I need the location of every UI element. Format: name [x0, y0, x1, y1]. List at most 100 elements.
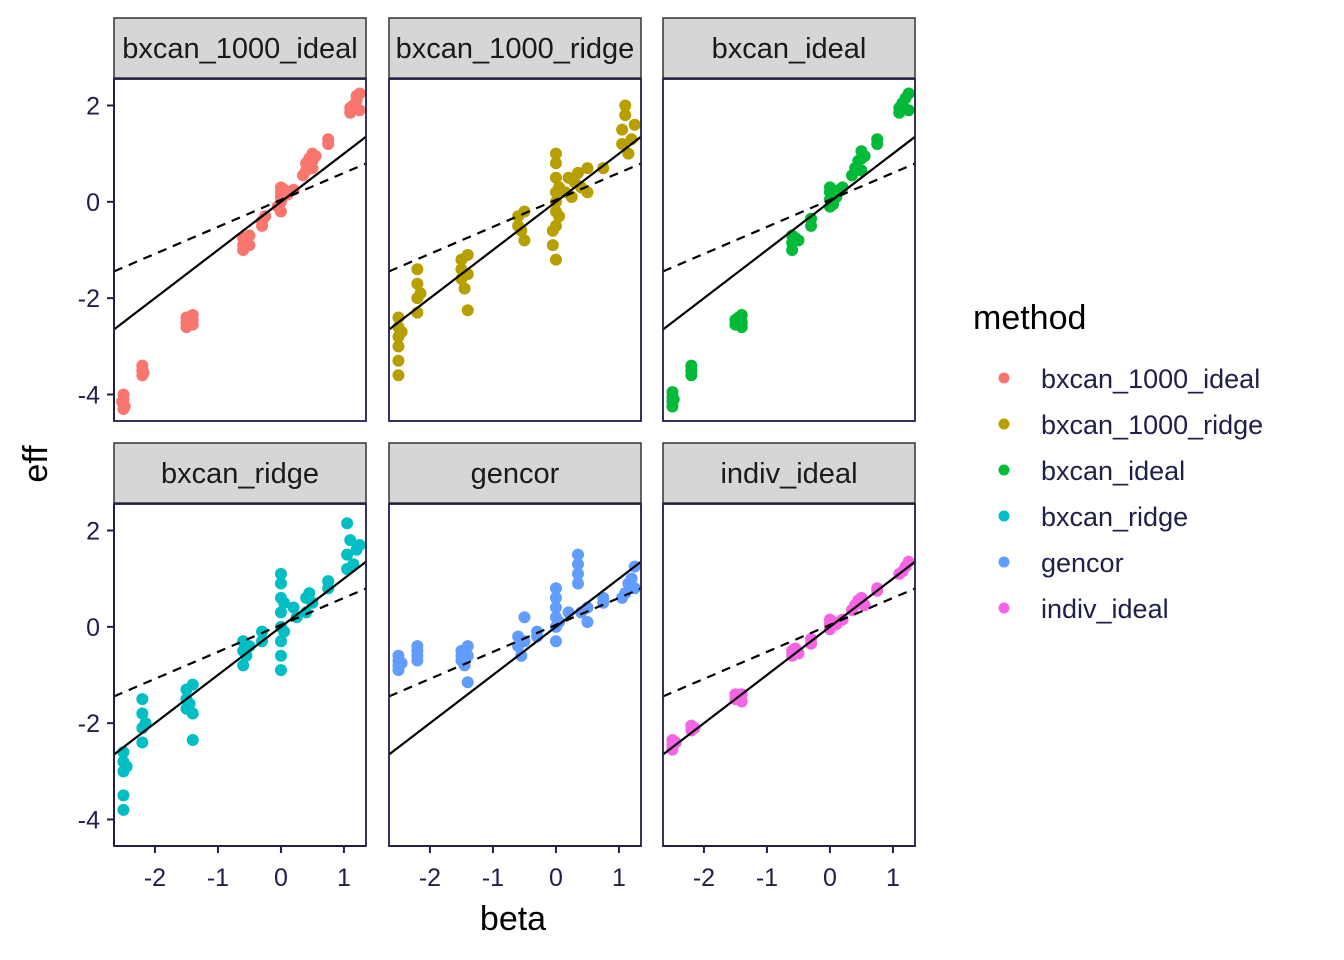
- data-point-bxcan_ridge: [287, 601, 300, 614]
- legend-label: gencor: [1041, 548, 1124, 578]
- data-point-bxcan_1000_ridge: [549, 171, 562, 184]
- fitted-dashed-line: [389, 587, 641, 698]
- data-point-bxcan_1000_ideal: [118, 400, 131, 413]
- facet-panel-bxcan_1000_ridge: bxcan_1000_ridge: [388, 17, 642, 422]
- x-tick-label: -2: [419, 864, 441, 892]
- facet-panel-bxcan_ridge: bxcan_ridge 2 0 -2 -4 -2 -1 0 1: [78, 442, 367, 892]
- data-point-bxcan_1000_ideal: [259, 210, 272, 223]
- data-point-gencor: [549, 601, 562, 614]
- data-point-bxcan_ridge: [341, 517, 354, 530]
- legend-item: bxcan_1000_ideal: [998, 364, 1260, 394]
- identity-reference-line: [114, 560, 366, 756]
- data-point-gencor: [549, 582, 562, 595]
- data-point-bxcan_ideal: [902, 104, 915, 117]
- data-point-bxcan_1000_ridge: [549, 147, 562, 160]
- facet-strip: gencor: [388, 442, 642, 504]
- data-point-bxcan_ridge: [136, 693, 149, 706]
- facet-strip-label: bxcan_ideal: [712, 33, 867, 65]
- legend-key-bxcan_ridge: [998, 510, 1010, 522]
- data-point-gencor: [549, 591, 562, 604]
- data-point-bxcan_1000_ridge: [392, 340, 405, 353]
- facet-strip-label: bxcan_1000_ideal: [122, 33, 357, 65]
- facet-strip: bxcan_ridge: [113, 442, 367, 504]
- data-point-bxcan_ridge: [256, 625, 269, 638]
- facet-strip-label: bxcan_ridge: [161, 458, 319, 490]
- legend-label: bxcan_1000_ridge: [1041, 410, 1263, 440]
- data-point-bxcan_1000_ridge: [549, 157, 562, 170]
- data-point-bxcan_1000_ridge: [395, 325, 408, 338]
- x-tick-label: 0: [549, 864, 563, 892]
- data-point-gencor: [461, 640, 474, 653]
- data-point-bxcan_ideal: [805, 219, 818, 232]
- legend-label: indiv_ideal: [1041, 594, 1169, 624]
- data-point-bxcan_1000_ridge: [628, 118, 641, 131]
- data-point-indiv_ideal: [688, 721, 701, 734]
- y-tick-label: -4: [78, 807, 100, 835]
- data-point-bxcan_ideal: [902, 87, 915, 100]
- x-tick-label: -2: [693, 864, 715, 892]
- data-point-bxcan_1000_ideal: [309, 150, 322, 163]
- y-axis-title: eff: [17, 445, 55, 483]
- data-point-gencor: [549, 635, 562, 648]
- x-axis-title: beta: [480, 900, 546, 938]
- data-point-bxcan_1000_ideal: [322, 133, 335, 146]
- data-point-bxcan_ridge: [278, 596, 291, 609]
- data-point-bxcan_1000_ridge: [622, 147, 635, 160]
- panel-background: [114, 504, 366, 846]
- data-point-bxcan_ridge: [237, 659, 250, 672]
- data-point-bxcan_1000_ridge: [619, 109, 632, 122]
- data-point-bxcan_1000_ridge: [616, 138, 629, 151]
- data-point-bxcan_ridge: [344, 534, 357, 547]
- identity-reference-line: [663, 560, 915, 756]
- identity-reference-line: [389, 135, 641, 331]
- data-point-bxcan_ridge: [136, 736, 149, 749]
- data-point-bxcan_ridge: [186, 734, 199, 747]
- legend-key-indiv_ideal: [998, 602, 1010, 614]
- data-point-gencor: [411, 654, 424, 667]
- data-point-bxcan_ridge: [274, 577, 287, 590]
- data-point-bxcan_1000_ideal: [186, 318, 199, 331]
- x-tick-label: 1: [612, 864, 626, 892]
- facet-strip-label: indiv_ideal: [720, 458, 857, 490]
- data-point-bxcan_ridge: [322, 575, 335, 588]
- data-point-bxcan_1000_ideal: [353, 87, 366, 100]
- facet-panel-bxcan_ideal: bxcan_ideal: [662, 17, 916, 422]
- data-point-bxcan_1000_ideal: [274, 205, 287, 218]
- legend-key-gencor: [998, 556, 1010, 568]
- data-point-bxcan_1000_ridge: [461, 248, 474, 261]
- data-point-indiv_ideal: [735, 695, 748, 708]
- data-point-indiv_ideal: [805, 637, 818, 650]
- data-point-bxcan_1000_ridge: [546, 239, 559, 252]
- data-point-gencor: [619, 587, 632, 600]
- legend: method bxcan_1000_ideal bxcan_1000_ridgeb…: [973, 299, 1263, 624]
- data-point-bxcan_ideal: [792, 234, 805, 247]
- data-point-bxcan_ridge: [240, 649, 253, 662]
- facet-strip-background: [113, 442, 367, 504]
- data-point-bxcan_ridge: [341, 548, 354, 561]
- y-tick-label: -2: [78, 285, 100, 313]
- data-point-bxcan_ridge: [120, 760, 133, 773]
- data-point-bxcan_ridge: [117, 789, 130, 802]
- data-point-gencor: [581, 616, 594, 629]
- data-point-gencor: [572, 548, 584, 561]
- data-point-bxcan_1000_ridge: [458, 282, 471, 295]
- data-point-gencor: [572, 567, 584, 580]
- data-point-bxcan_1000_ridge: [392, 369, 405, 382]
- data-point-bxcan_ridge: [278, 625, 291, 638]
- panel-background: [389, 504, 641, 846]
- data-point-bxcan_ridge: [274, 567, 287, 580]
- data-point-bxcan_ridge: [183, 697, 196, 710]
- y-tick-label: 2: [86, 92, 100, 120]
- y-axis-title-group: eff: [17, 445, 55, 483]
- facet-panel-indiv_ideal: indiv_ideal -2 -1 0 1: [662, 442, 916, 892]
- facet-strip: bxcan_ideal: [662, 17, 916, 79]
- y-tick-label: -2: [78, 710, 100, 738]
- facet-panel-bxcan_1000_ideal: bxcan_1000_ideal 2 0 -2 -4: [78, 17, 367, 422]
- data-point-bxcan_ridge: [353, 538, 366, 551]
- data-point-gencor: [518, 611, 531, 624]
- data-point-bxcan_1000_ridge: [616, 123, 629, 136]
- x-tick-label: 1: [337, 864, 351, 892]
- data-point-bxcan_1000_ridge: [572, 166, 584, 179]
